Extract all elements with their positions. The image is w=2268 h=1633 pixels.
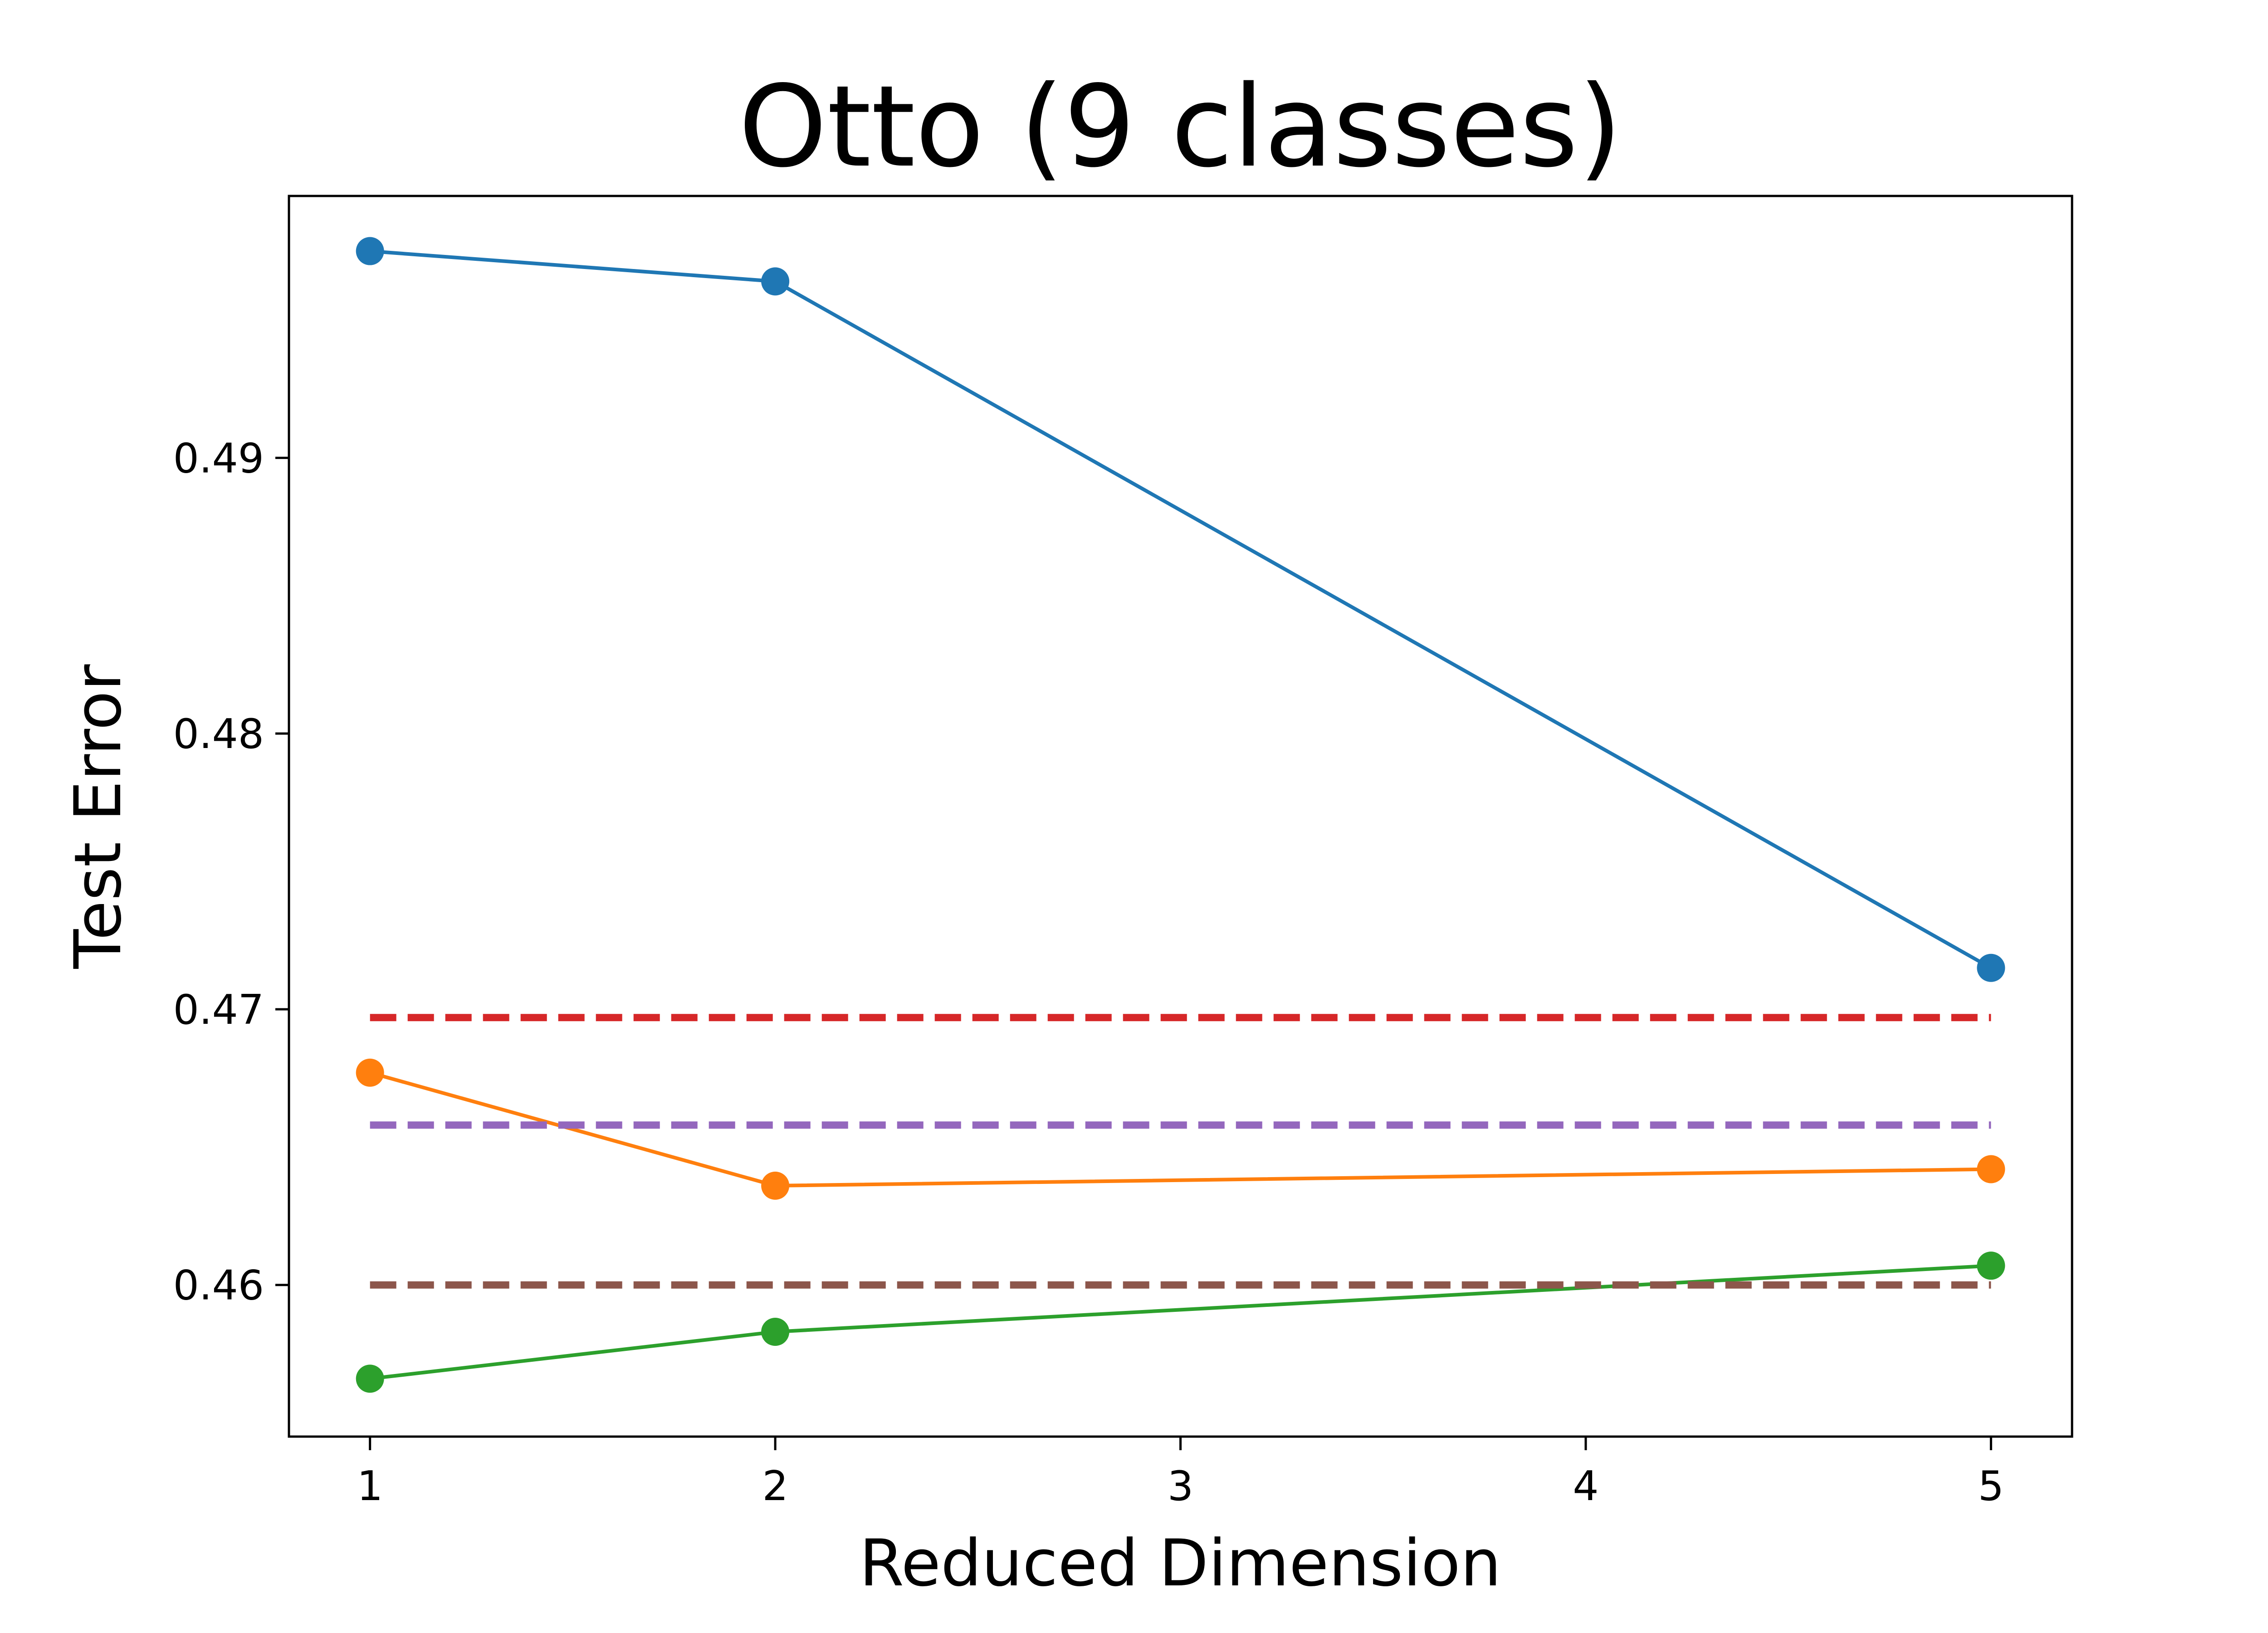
x-tick-label: 2 <box>762 1462 788 1510</box>
series-layer <box>356 237 2005 1393</box>
series-2 <box>356 1058 2005 1200</box>
series-1-point <box>1977 953 2005 982</box>
series-1 <box>356 237 2005 982</box>
x-axis: 1 2 3 4 5 <box>357 1437 2004 1510</box>
series-1-point <box>761 267 790 296</box>
y-tick-label: 0.47 <box>173 986 264 1034</box>
x-tick-label: 4 <box>1573 1462 1598 1510</box>
series-2-point <box>356 1058 384 1087</box>
series-3-point <box>1977 1252 2005 1280</box>
series-3-point <box>356 1364 384 1393</box>
x-tick-label: 5 <box>1978 1462 2004 1510</box>
series-1-line <box>370 249 1992 970</box>
series-2-line <box>369 1071 1991 1188</box>
series-3-point <box>761 1318 790 1346</box>
chart-title: Otto (9 classes) <box>738 62 1622 192</box>
x-tick-label: 1 <box>357 1462 383 1510</box>
series-2-point <box>1977 1155 2005 1183</box>
y-axis-label: Test Error <box>61 664 136 969</box>
y-tick-label: 0.48 <box>173 710 264 758</box>
series-2-point <box>761 1171 790 1200</box>
series-1-point <box>356 237 384 265</box>
series-3 <box>356 1252 2005 1393</box>
plot-area-frame <box>288 195 2073 1438</box>
y-tick-label: 0.46 <box>173 1262 264 1310</box>
y-tick-label: 0.49 <box>173 435 264 482</box>
x-tick-label: 3 <box>1168 1462 1193 1510</box>
x-axis-label: Reduced Dimension <box>859 1526 1501 1601</box>
y-axis: 0.46 0.47 0.48 0.49 <box>173 435 289 1310</box>
